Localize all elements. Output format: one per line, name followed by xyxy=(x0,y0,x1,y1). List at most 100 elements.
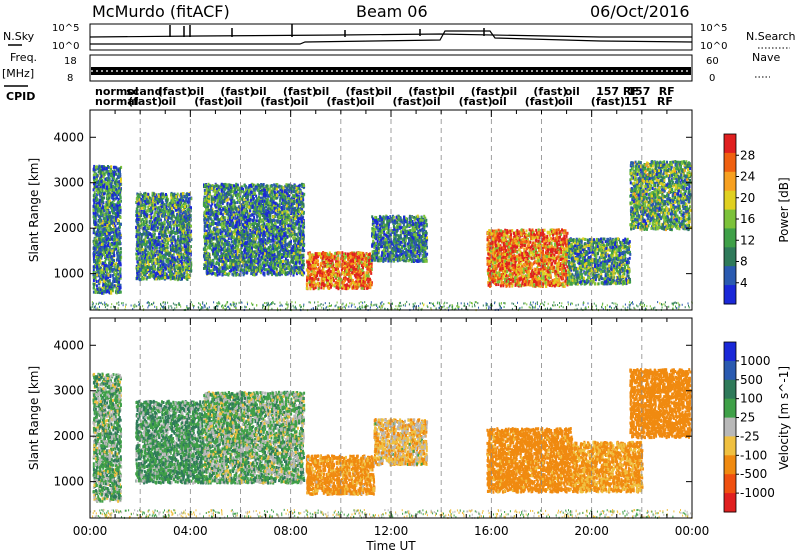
data-cell xyxy=(319,269,321,272)
data-cell xyxy=(359,270,361,273)
nave-label: Nave xyxy=(752,51,780,64)
data-cell xyxy=(309,281,311,284)
cpid-entry: (fast) xyxy=(260,95,294,108)
data-cell xyxy=(344,262,346,265)
nsearch-tick-bottom: 10^0 xyxy=(700,41,727,52)
cpid-entry: (fast) xyxy=(128,95,162,108)
data-cell xyxy=(334,256,336,259)
data-cell xyxy=(323,252,325,255)
cpid-entry: oil xyxy=(440,85,455,98)
data-cell xyxy=(316,274,318,277)
data-cell xyxy=(350,260,352,263)
data-cell xyxy=(364,278,366,281)
data-cell xyxy=(342,260,344,263)
data-cell xyxy=(324,255,326,258)
data-cell xyxy=(335,273,337,276)
data-cell xyxy=(329,256,331,259)
data-cell xyxy=(317,284,319,287)
data-cell xyxy=(366,266,368,269)
data-cell xyxy=(362,280,364,283)
data-cell xyxy=(341,251,343,254)
data-cell xyxy=(306,279,308,282)
data-cell xyxy=(311,258,313,261)
data-cell xyxy=(487,247,489,250)
data-cell xyxy=(310,273,312,276)
data-cell xyxy=(352,285,354,288)
data-cell xyxy=(322,263,324,266)
cpid-label: CPID xyxy=(6,90,35,103)
data-cell xyxy=(343,281,345,284)
data-cell xyxy=(365,257,367,260)
data-cell xyxy=(352,282,354,285)
data-cell xyxy=(364,281,366,284)
data-cell xyxy=(352,259,354,262)
data-cell xyxy=(342,271,344,274)
cpid-entry: 151 xyxy=(624,95,647,108)
data-cell xyxy=(345,255,347,258)
freq-unit: [MHz] xyxy=(2,67,34,80)
data-cell xyxy=(335,268,337,271)
data-cell xyxy=(368,253,370,256)
data-cell xyxy=(355,268,357,271)
nsky-tick-top: 10^5 xyxy=(52,23,79,34)
data-cell xyxy=(529,228,531,231)
data-cell xyxy=(368,259,370,262)
data-cell xyxy=(370,281,372,284)
cpid-entry: (fast) xyxy=(326,95,360,108)
data-cell xyxy=(318,287,320,290)
data-cell xyxy=(311,285,313,288)
nsky-label: N.Sky xyxy=(3,30,35,43)
data-cell xyxy=(350,252,352,255)
data-cell xyxy=(317,271,319,274)
nsearch-label: N.Search xyxy=(746,30,796,43)
data-cell xyxy=(550,237,552,240)
freq-tick-bottom: 8 xyxy=(67,73,73,84)
data-cell xyxy=(315,256,317,259)
data-cell xyxy=(343,287,345,290)
data-cell xyxy=(310,268,312,271)
data-cell xyxy=(366,274,368,277)
data-cell xyxy=(334,252,336,255)
data-cell xyxy=(311,254,313,257)
cpid-entry: (fast) xyxy=(459,95,493,108)
cpid-entry: (fast) xyxy=(525,95,559,108)
data-cell xyxy=(314,256,316,259)
data-cell xyxy=(330,270,332,273)
data-cell xyxy=(341,256,343,259)
data-cell xyxy=(363,274,365,277)
data-cell xyxy=(322,278,324,281)
data-cell xyxy=(357,276,359,279)
data-cell xyxy=(314,265,316,268)
data-cell xyxy=(367,287,369,290)
data-cell xyxy=(354,253,356,256)
power-cells xyxy=(90,160,692,311)
data-cell xyxy=(332,259,334,262)
data-cell xyxy=(340,278,342,281)
nsky-strip: N.Sky 10^5 10^0 10^5 10^0 N.Search xyxy=(3,23,796,52)
data-cell xyxy=(307,269,309,272)
cpid-entry: (fast) xyxy=(591,95,625,108)
data-cell xyxy=(328,273,330,276)
data-cell xyxy=(368,263,370,266)
data-cell xyxy=(323,287,325,290)
data-cell xyxy=(350,268,352,271)
data-cell xyxy=(309,253,311,256)
data-cell xyxy=(314,272,316,275)
data-cell xyxy=(370,272,372,275)
data-cell xyxy=(357,286,359,289)
cpid-entry: oil xyxy=(161,95,176,108)
nave-tick-top: 60 xyxy=(706,56,719,67)
data-cell xyxy=(351,262,353,265)
nsearch-tick-top: 10^5 xyxy=(700,23,727,34)
data-cell xyxy=(358,283,360,286)
data-cell xyxy=(535,229,537,232)
data-cell xyxy=(327,276,329,279)
nave-tick-bottom: 0 xyxy=(709,73,715,84)
data-cell xyxy=(319,266,321,269)
data-cell xyxy=(324,252,326,255)
cpid-entry: oil xyxy=(377,85,392,98)
data-cell xyxy=(337,257,339,260)
radar-summary-plot: McMurdo (fitACF) Beam 06 06/Oct/2016 N.S… xyxy=(0,0,800,554)
